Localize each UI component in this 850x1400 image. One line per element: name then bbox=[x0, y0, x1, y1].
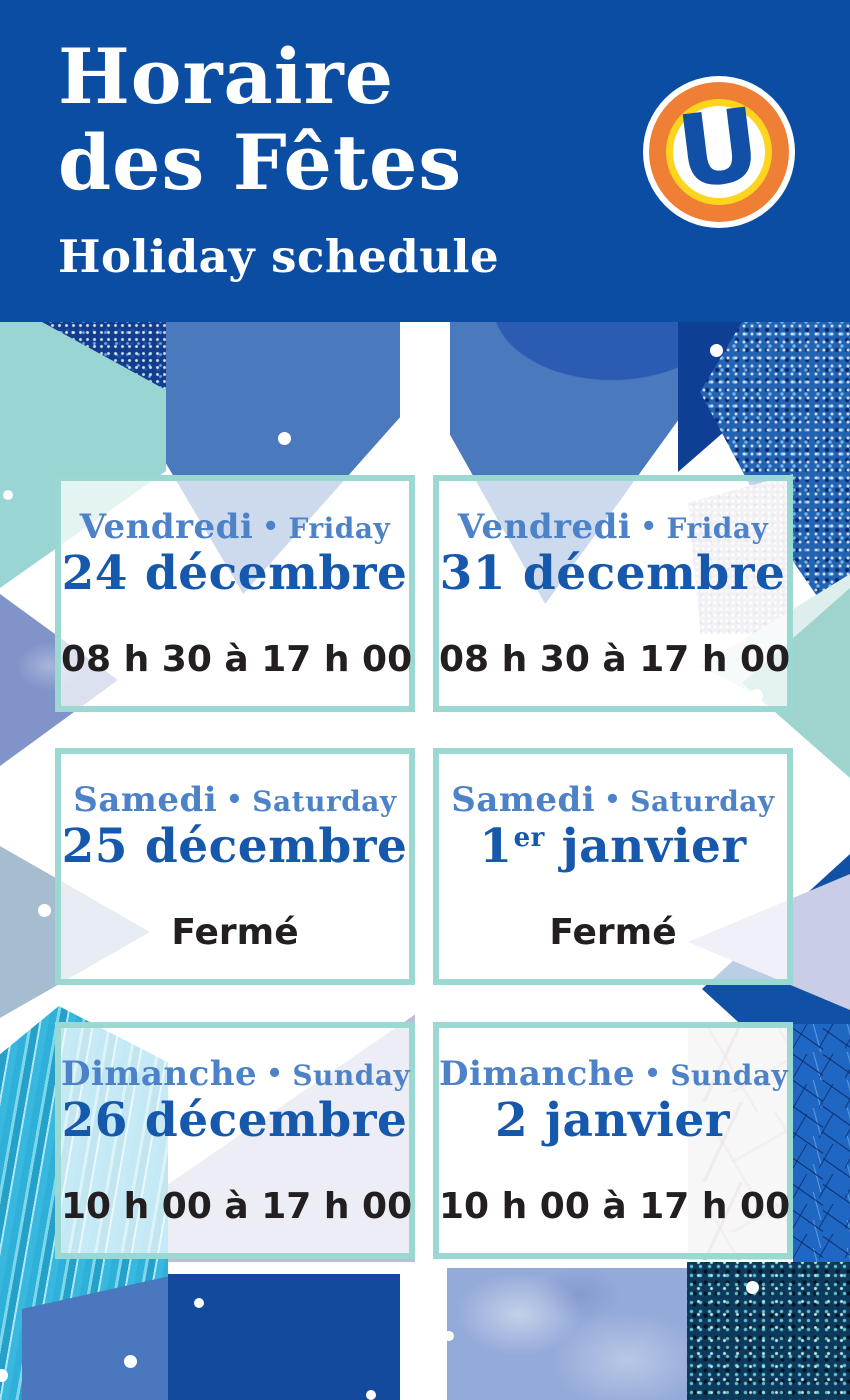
date-main: 25 décembre bbox=[61, 819, 408, 874]
day-name-en: Friday bbox=[666, 512, 769, 545]
day-name-en: Sunday bbox=[670, 1059, 789, 1092]
schedule-card: Samedi • Saturday 1er janvier Fermé bbox=[433, 748, 793, 985]
day-name-en: Friday bbox=[288, 512, 391, 545]
schedule-card: Dimanche • Sunday 26 décembre 10 h 00 à 17… bbox=[55, 1022, 415, 1259]
card-hours: 08 h 30 à 17 h 00 bbox=[61, 639, 413, 680]
bullet-separator: • bbox=[644, 1059, 662, 1089]
poster-header: Horaire des Fêtes Holiday schedule U bbox=[0, 0, 850, 322]
card-day-line: Samedi • Saturday bbox=[439, 781, 787, 821]
bullet-separator: • bbox=[226, 785, 244, 815]
day-name-fr: Dimanche bbox=[61, 1054, 258, 1094]
date-main: 1 bbox=[479, 819, 513, 874]
card-hours: 08 h 30 à 17 h 00 bbox=[439, 639, 791, 680]
title-line-1: Horaire bbox=[58, 32, 395, 121]
date-main: 2 janvier bbox=[494, 1093, 731, 1148]
card-date: 25 décembre bbox=[61, 821, 409, 880]
title-line-2: des Fêtes bbox=[58, 118, 463, 207]
date-main: 24 décembre bbox=[61, 546, 408, 601]
card-day-line: Dimanche • Sunday bbox=[439, 1054, 789, 1095]
day-name-fr: Vendredi bbox=[457, 507, 632, 547]
snow-dot bbox=[746, 1281, 759, 1294]
card-hours: 10 h 00 à 17 h 00 bbox=[439, 1186, 791, 1227]
date-ordinal: er bbox=[513, 823, 545, 853]
snow-dot bbox=[278, 432, 291, 445]
snow-dot bbox=[38, 904, 51, 917]
date-rest: janvier bbox=[544, 819, 747, 874]
poster-title: Horaire des Fêtes bbox=[58, 34, 499, 206]
schedule-card: Vendredi • Friday 24 décembre 08 h 30 à 17… bbox=[55, 475, 415, 712]
day-name-fr: Vendredi bbox=[79, 507, 254, 547]
card-day-line: Vendredi • Friday bbox=[61, 508, 409, 548]
day-name-fr: Dimanche bbox=[439, 1054, 636, 1094]
card-date: 2 janvier bbox=[439, 1095, 787, 1154]
snow-dot bbox=[124, 1355, 137, 1368]
bullet-separator: • bbox=[262, 512, 280, 542]
card-date: 31 décembre bbox=[439, 548, 787, 607]
logo-letter-u-icon: U bbox=[671, 85, 766, 212]
card-hours: Fermé bbox=[549, 912, 677, 953]
bullet-separator: • bbox=[266, 1059, 284, 1089]
date-main: 26 décembre bbox=[61, 1093, 408, 1148]
poster-subtitle: Holiday schedule bbox=[58, 230, 500, 283]
card-day-line: Samedi • Saturday bbox=[61, 781, 409, 821]
card-hours: 10 h 00 à 17 h 00 bbox=[61, 1186, 413, 1227]
card-date: 1er janvier bbox=[439, 821, 787, 880]
bg-shape-watercolor-block-bottom bbox=[447, 1268, 687, 1400]
card-hours: Fermé bbox=[171, 912, 299, 953]
card-date: 26 décembre bbox=[61, 1095, 409, 1154]
snow-dot bbox=[366, 1390, 376, 1400]
card-day-line: Dimanche • Sunday bbox=[61, 1054, 411, 1095]
snow-dot bbox=[444, 1331, 454, 1341]
schedule-card: Samedi • Saturday 25 décembre Fermé bbox=[55, 748, 415, 985]
bullet-separator: • bbox=[640, 512, 658, 542]
header-text: Horaire des Fêtes Holiday schedule bbox=[58, 34, 500, 284]
day-name-fr: Samedi bbox=[451, 780, 596, 820]
card-day-line: Vendredi • Friday bbox=[439, 508, 787, 548]
snow-dot bbox=[3, 490, 13, 500]
snow-dot bbox=[0, 1369, 8, 1382]
schedule-card: Vendredi • Friday 31 décembre 08 h 30 à 17… bbox=[433, 475, 793, 712]
bullet-separator: • bbox=[604, 785, 622, 815]
day-name-en: Saturday bbox=[630, 785, 775, 818]
snow-dot bbox=[194, 1298, 204, 1308]
day-name-fr: Samedi bbox=[73, 780, 218, 820]
bg-shape-navy-block-bottom bbox=[168, 1274, 400, 1400]
day-name-en: Saturday bbox=[252, 785, 397, 818]
logo-inner-circle bbox=[673, 106, 765, 198]
uniprix-logo: U bbox=[643, 76, 795, 228]
schedule-card: Dimanche • Sunday 2 janvier 10 h 00 à 17 h… bbox=[433, 1022, 793, 1259]
snow-dot bbox=[710, 344, 723, 357]
date-main: 31 décembre bbox=[439, 546, 786, 601]
bg-shape-teal-glitter-bottom bbox=[687, 1262, 850, 1400]
card-date: 24 décembre bbox=[61, 548, 409, 607]
day-name-en: Sunday bbox=[292, 1059, 411, 1092]
